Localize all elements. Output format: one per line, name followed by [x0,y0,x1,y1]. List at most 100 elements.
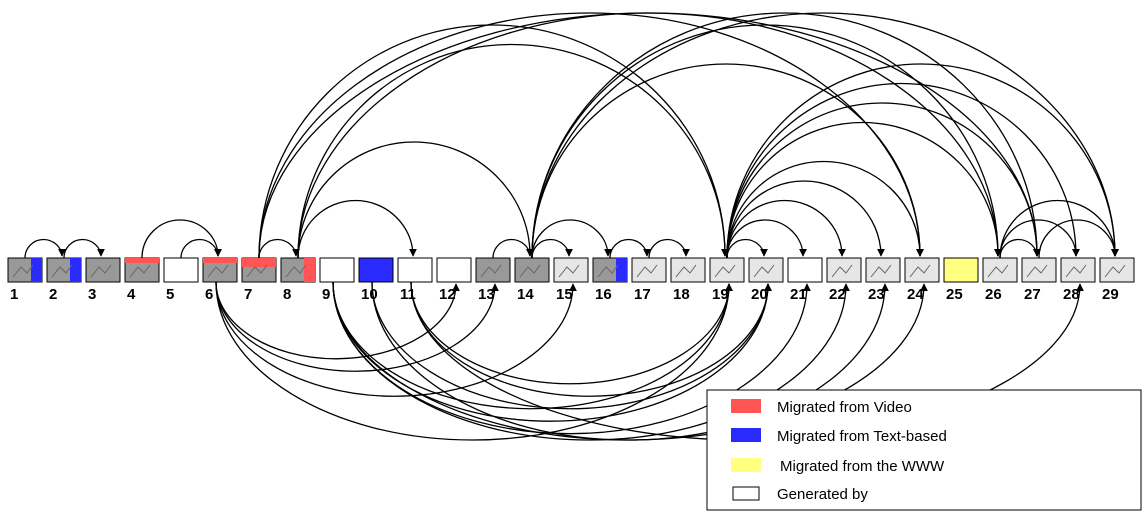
node-label: 3 [88,286,96,303]
node-label: 17 [634,286,651,303]
node-label: 9 [322,286,330,303]
arc [493,240,530,259]
diagram: 1234567891011121314151617181920212223242… [0,0,1146,514]
node-label: 28 [1063,286,1080,303]
node-label: 6 [205,286,213,303]
node-box [398,258,432,282]
node-label: 1 [10,286,18,303]
node-label: 19 [712,286,729,303]
legend-swatch [733,487,759,500]
legend-label: Generated by [777,486,868,503]
node-box [320,258,354,282]
node-label: 11 [400,286,416,303]
node-label: 22 [829,286,846,303]
node-label: 2 [49,286,57,303]
node-label: 21 [790,286,807,303]
node-box [1100,258,1134,282]
node-label: 14 [517,286,534,303]
arc [532,64,920,258]
node-label: 20 [751,286,768,303]
legend-label: Migrated from Video [777,399,912,416]
arc [1000,201,1115,259]
node-strip [242,258,276,267]
node-box [671,258,705,282]
node-strip [203,258,237,263]
legend-swatch [731,428,761,442]
node-label: 25 [946,286,963,303]
node-label: 16 [595,286,612,303]
arc [727,84,1076,259]
node-strip [70,258,81,282]
arc [532,25,998,258]
arc [727,220,803,258]
node-strip [31,258,42,282]
node-box [632,258,666,282]
node-label: 15 [556,286,573,303]
legend-label: Migrated from Text-based [777,428,947,445]
legend-swatch [731,458,761,472]
legend-swatch [731,399,761,413]
arc [1000,220,1076,258]
node-label: 29 [1102,286,1119,303]
node-box [86,258,120,282]
arc [1039,220,1115,258]
node-box [1022,258,1056,282]
node-box [515,258,549,282]
node-strip [616,258,627,282]
arc [259,240,296,259]
arc [649,240,686,259]
arcs [25,13,1115,440]
node-strip [304,258,315,282]
node-label: 24 [907,286,924,303]
node-label: 12 [439,286,456,303]
node-box [944,258,978,282]
node-box [827,258,861,282]
arc [142,220,218,258]
arc [298,201,413,259]
legend: Migrated from Video Migrated from Text-b… [707,390,1141,510]
node-box [905,258,939,282]
arc [298,142,530,258]
arc [259,25,725,258]
arc [727,181,881,258]
node-box [788,258,822,282]
arc [727,64,1115,258]
node-box [749,258,783,282]
node-label: 13 [478,286,495,303]
node-label: 23 [868,286,885,303]
node-label: 5 [166,286,174,303]
arc [181,240,218,259]
arc [259,13,920,258]
node-box [983,258,1017,282]
legend-label: Migrated from the WWW [780,458,945,475]
node-label: 27 [1024,286,1041,303]
arc [1000,240,1037,259]
node-label: 4 [127,286,136,303]
node-label: 26 [985,286,1002,303]
arc [64,240,101,259]
arc [610,240,647,259]
node-box [359,258,393,282]
node-label: 18 [673,286,690,303]
node-box [164,258,198,282]
arc [727,162,920,259]
node-label: 10 [361,286,378,303]
node-box [710,258,744,282]
arc [727,240,764,259]
node-box [866,258,900,282]
node-box [554,258,588,282]
arc [532,220,608,258]
arc [532,13,1037,258]
node-box [437,258,471,282]
node-label: 7 [244,286,252,303]
arc [298,45,725,259]
arc [532,240,569,259]
legend-box [707,390,1141,510]
arc [298,13,998,258]
node-box [476,258,510,282]
arc [25,240,62,259]
node-label: 8 [283,286,291,303]
node-box [1061,258,1095,282]
node-strip [125,258,159,263]
